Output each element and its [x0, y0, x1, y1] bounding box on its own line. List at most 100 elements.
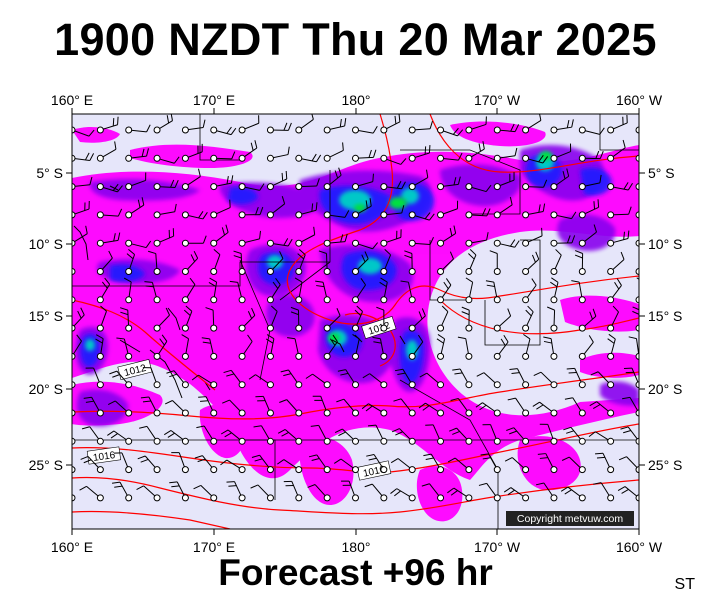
wind-barb-feather — [509, 368, 518, 371]
wind-barb-feather — [79, 485, 87, 491]
wind-barb-station — [238, 126, 246, 134]
wind-barb-station — [181, 352, 189, 360]
wind-barb-station — [408, 211, 416, 219]
wind-barb-station — [266, 126, 274, 134]
wind-barb-feather — [449, 427, 457, 432]
wind-barb-station — [72, 211, 76, 219]
wind-barb-feather — [141, 148, 145, 157]
wind-barb-station — [352, 494, 359, 502]
wind-barb-station — [210, 409, 218, 417]
wind-barb-feather — [485, 184, 492, 192]
wind-barb-station — [465, 381, 473, 389]
wind-barb-station — [210, 296, 218, 304]
wind-barb-feather — [338, 431, 346, 437]
wind-barb-station — [295, 324, 303, 332]
wind-barb-station — [380, 409, 388, 417]
wind-barb-feather — [183, 309, 191, 316]
wind-barb-feather — [88, 129, 95, 137]
wind-barb-feather — [647, 199, 650, 207]
wind-barb-feather — [538, 204, 541, 213]
wind-barb-station — [266, 494, 274, 502]
wind-barb-station — [408, 381, 416, 389]
wind-barb-feather — [453, 225, 457, 234]
wind-barb-feather — [225, 224, 229, 233]
wind-barb-station — [153, 239, 161, 247]
wind-barb-station — [522, 466, 530, 474]
wind-barb-feather — [543, 340, 552, 344]
wind-barb-feather — [445, 278, 452, 286]
wind-barb-station — [578, 126, 586, 134]
wind-barb-feather — [193, 484, 202, 490]
wind-barb-feather — [361, 403, 369, 410]
wind-barb-feather — [311, 114, 314, 120]
lon-label: 170° E — [193, 92, 235, 108]
wind-barb-station — [238, 409, 246, 417]
wind-barb-feather — [449, 251, 454, 260]
wind-barb-station — [437, 381, 445, 389]
wind-barb-feather — [198, 211, 204, 219]
wind-barb-feather — [453, 177, 457, 186]
wind-barb-station — [408, 409, 416, 417]
wind-barb-station — [72, 494, 76, 502]
wind-barb-feather — [628, 336, 637, 340]
wind-barb-station — [493, 154, 501, 162]
wind-barb-station — [295, 352, 303, 360]
wind-barb-feather — [597, 199, 600, 208]
wind-barb-feather — [478, 143, 481, 152]
wind-barb-station — [522, 268, 530, 275]
wind-barb-feather — [593, 482, 602, 485]
wind-barb-feather — [566, 119, 570, 128]
wind-barb-station — [181, 381, 189, 389]
wind-barb-feather — [393, 398, 402, 402]
wind-barb-station — [96, 126, 104, 134]
wind-barb-feather — [542, 156, 549, 164]
wind-barb-station — [493, 183, 501, 191]
wind-barb-station — [72, 296, 76, 304]
wind-barb-station — [408, 183, 416, 191]
wind-barb-station — [578, 437, 586, 445]
wind-barb-station — [323, 126, 331, 134]
wind-barb-feather — [429, 236, 434, 245]
wind-barb-feather — [390, 488, 398, 494]
wind-barb-feather — [277, 459, 285, 465]
wind-barb-station — [380, 324, 388, 332]
wind-barb-station — [437, 494, 445, 502]
wind-barb-feather — [368, 149, 372, 158]
wind-barb-station — [493, 324, 501, 332]
wind-barb-station — [635, 494, 639, 502]
wind-barb-station — [181, 437, 189, 445]
wind-barb-station — [635, 239, 639, 247]
wind-barb-station — [437, 211, 445, 219]
wind-barb-feather — [251, 307, 256, 316]
wind-barb-station — [125, 239, 133, 247]
wind-barb-station — [578, 268, 586, 275]
wind-barb-feather — [352, 334, 360, 340]
wind-barb-station — [125, 409, 133, 417]
wind-barb-feather — [202, 212, 208, 220]
wind-barb-feather — [173, 156, 180, 164]
wind-barb-feather — [230, 175, 234, 184]
wind-barb-station — [238, 239, 246, 247]
wind-barb-feather — [165, 400, 173, 405]
wind-barb-feather — [535, 251, 540, 260]
wind-barb-station — [437, 352, 445, 360]
wind-barb-feather — [503, 487, 512, 493]
wind-barb-station — [210, 324, 218, 332]
wind-barb-feather — [247, 334, 253, 342]
isobar-label: 1012 — [123, 363, 148, 379]
wind-barb-feather — [209, 277, 217, 283]
wind-barb-feather — [63, 251, 71, 253]
wind-barb-station — [493, 409, 501, 417]
lat-label: 25° S — [29, 457, 63, 473]
wind-barb-station — [493, 268, 501, 275]
lat-label: 20° S — [648, 381, 682, 397]
wind-barb-station — [635, 324, 639, 332]
wind-barb-station — [295, 268, 303, 275]
wind-barb-station — [96, 494, 104, 502]
wind-barb-feather — [310, 424, 319, 427]
wind-barb-feather — [514, 240, 520, 248]
wind-barb-feather — [592, 308, 597, 317]
lat-label: 5° S — [648, 165, 675, 181]
wind-barb-station — [266, 466, 274, 474]
wind-barb-feather — [538, 155, 544, 163]
